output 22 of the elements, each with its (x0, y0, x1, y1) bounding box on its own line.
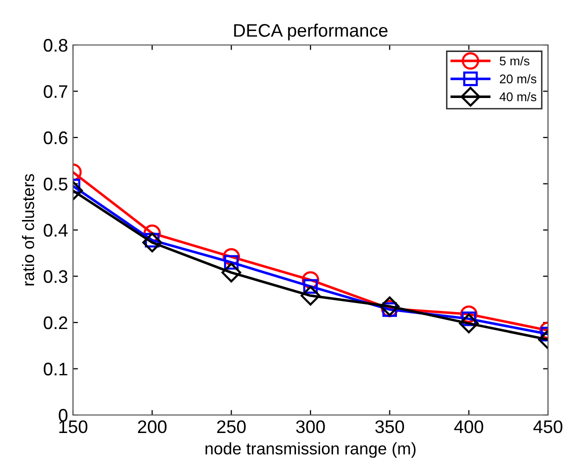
legend-label: 40 m/s (500, 92, 536, 102)
y-tick-label: 0.4 (44, 224, 68, 237)
y-tick-label: 0.5 (44, 178, 68, 190)
y-tick-label: 0.6 (44, 131, 68, 144)
y-tick-label: 0 (58, 408, 68, 422)
y-tick-label: 0.1 (44, 362, 68, 376)
x-axis-title: node transmission range (m) (206, 442, 416, 458)
legend-label: 5 m/s (500, 56, 530, 66)
y-axis-title: ratio of clusters (22, 174, 34, 286)
y-tick-label: 0.7 (44, 85, 68, 98)
y-tick-label: 0.3 (44, 270, 68, 283)
x-tick-label: 250 (217, 420, 246, 434)
y-tick-label: 0.8 (44, 38, 68, 52)
chart-title: DECA performance (234, 24, 388, 40)
x-tick-label: 300 (296, 420, 325, 434)
x-tick-label: 450 (533, 420, 562, 434)
x-tick-label: 400 (454, 420, 484, 434)
legend-label: 20 m/s (500, 74, 536, 84)
x-tick-label: 200 (138, 420, 167, 434)
x-tick-label: 150 (59, 420, 88, 434)
x-tick-label: 350 (375, 420, 404, 434)
y-tick-label: 0.2 (44, 316, 68, 330)
